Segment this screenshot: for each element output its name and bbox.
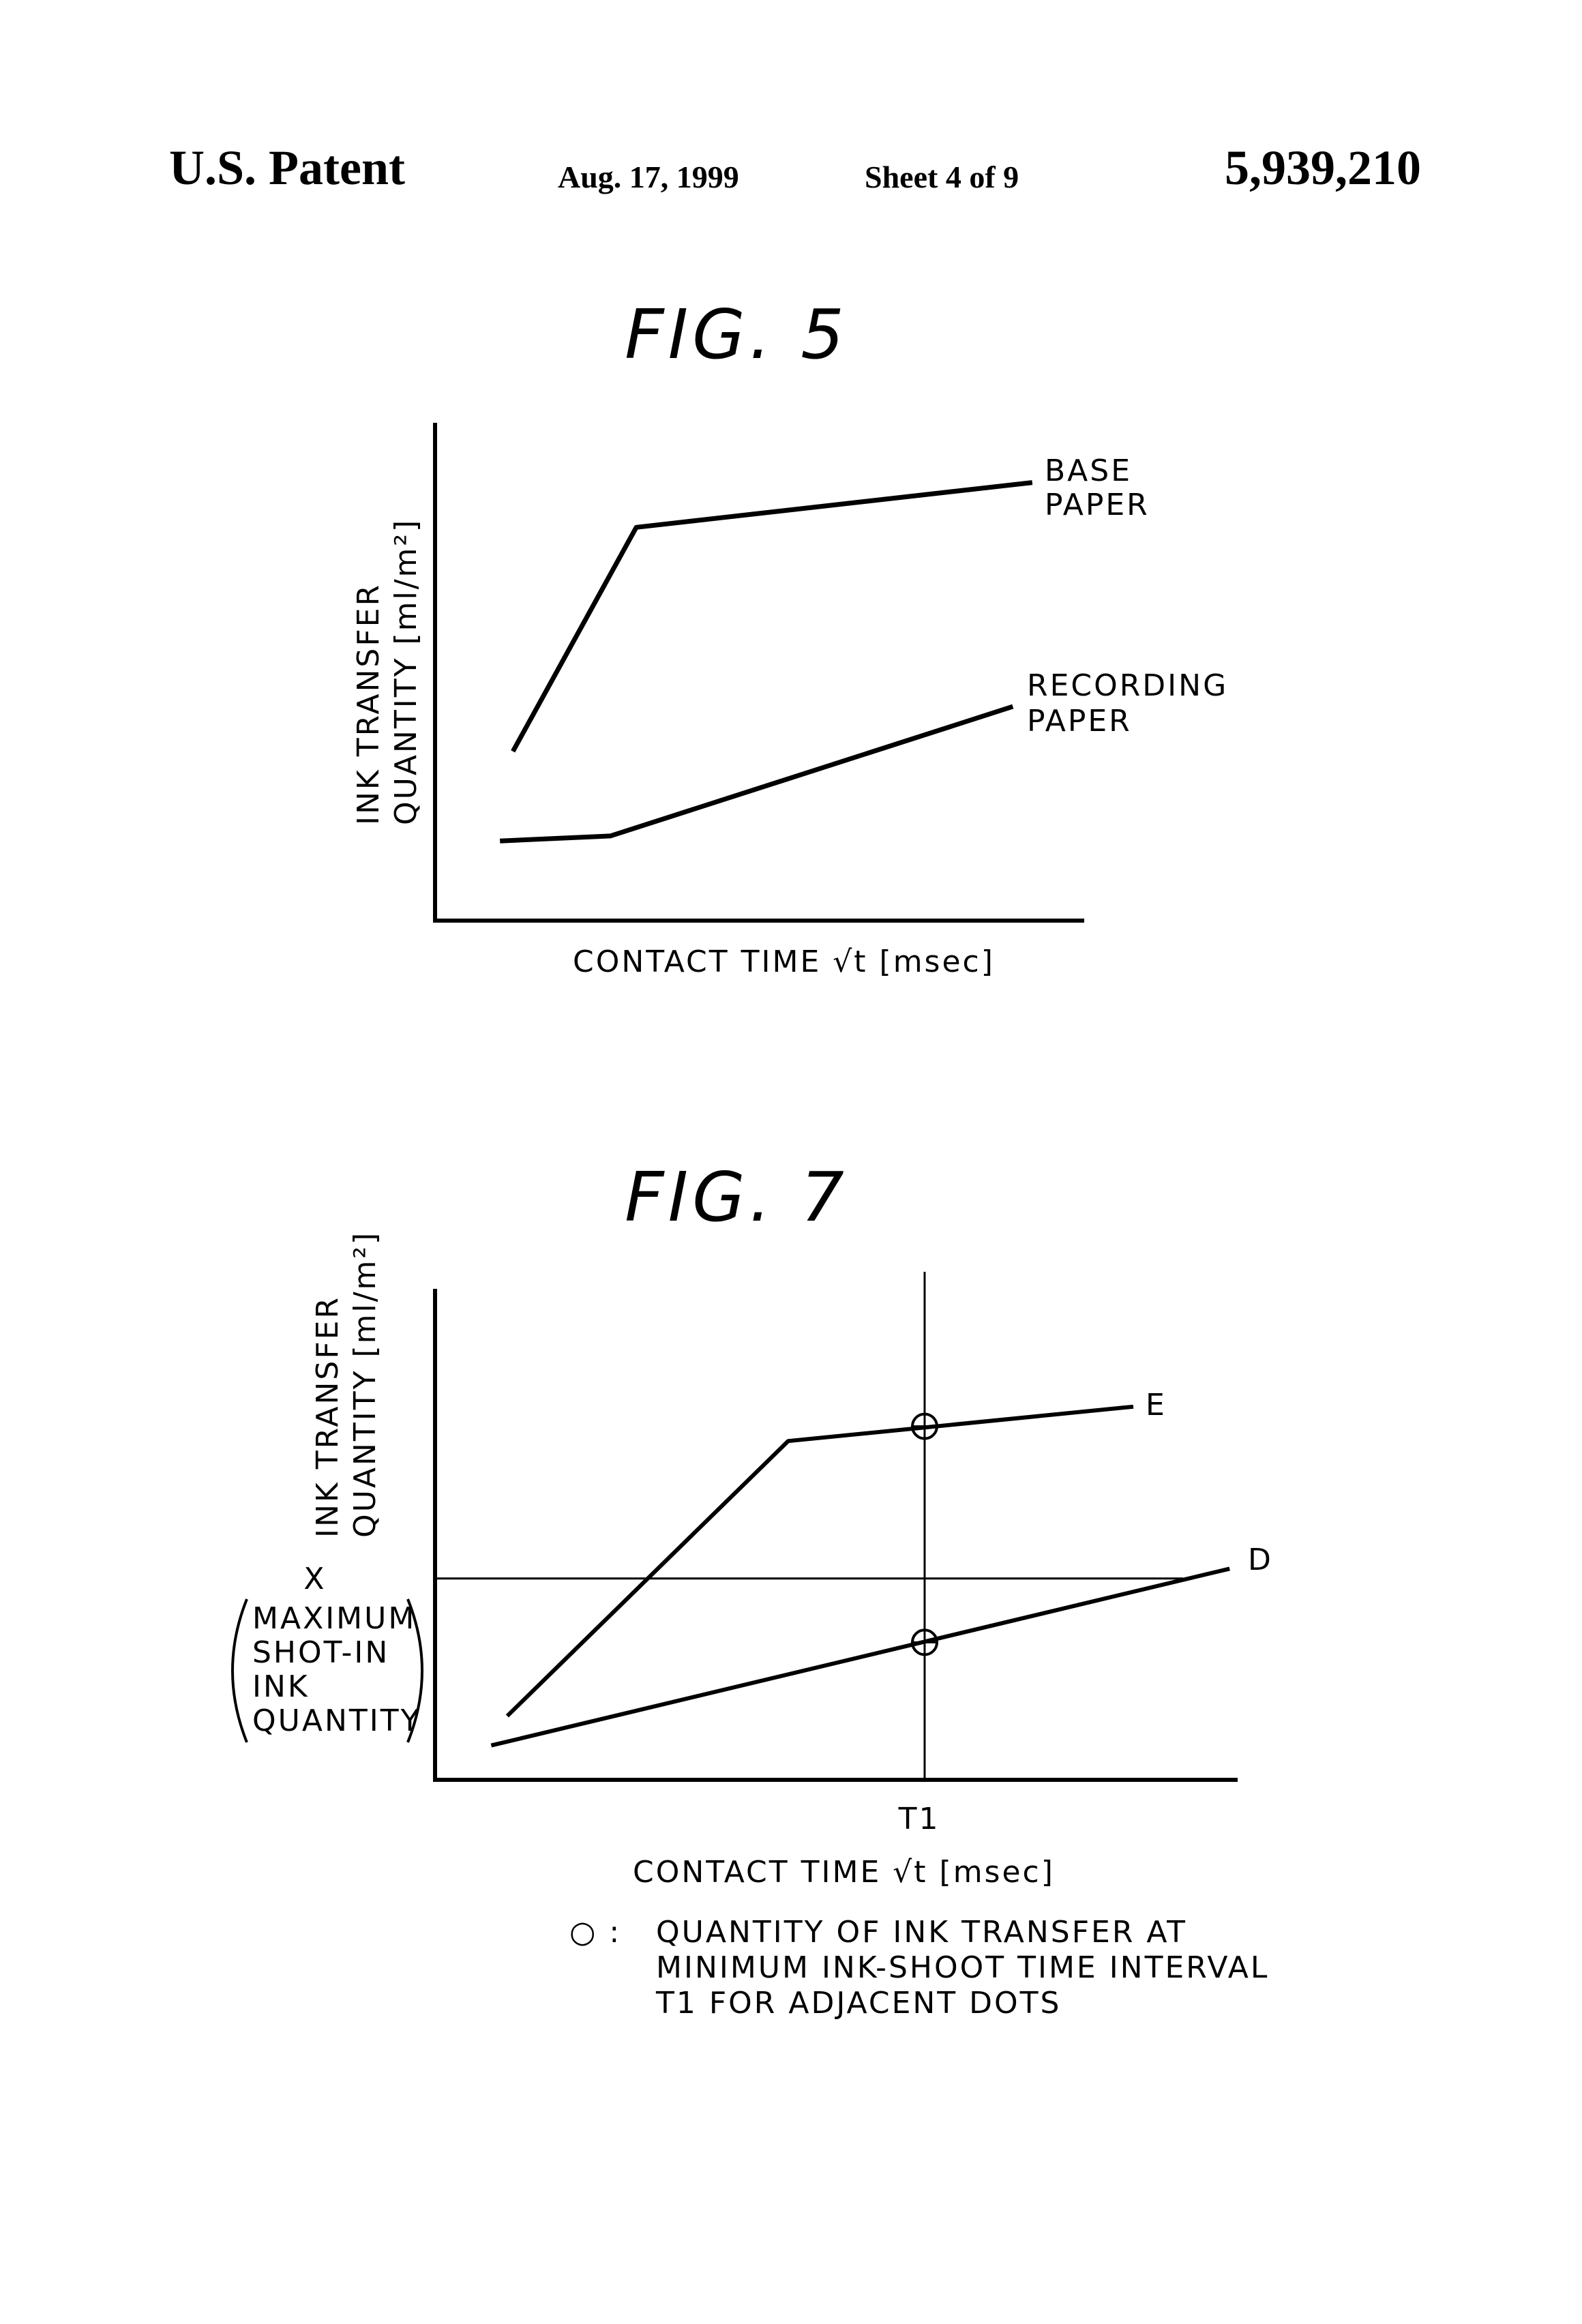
fig5-rec-label-1: RECORDING	[1027, 668, 1228, 703]
sheet-number: Sheet 4 of 9	[865, 159, 1019, 195]
fig7-legend-line-1: QUANTITY OF INK TRANSFER AT	[656, 1915, 1187, 1950]
fig5-recording-paper-line	[500, 706, 1013, 841]
fig7-x-level-label: X	[303, 1562, 326, 1596]
fig7-legend-line-3: T1 FOR ADJACENT DOTS	[655, 1986, 1062, 2021]
fig7-left-paren	[233, 1599, 247, 1742]
fig7-legend-line-2: MINIMUM INK-SHOOT TIME INTERVAL	[656, 1950, 1269, 1985]
fig7-bracket-line-1: MAXIMUM	[252, 1601, 416, 1636]
fig7-bracket-line-3: INK	[252, 1669, 310, 1704]
patent-label: U.S. Patent	[169, 140, 405, 196]
fig5-title: FIG. 5	[625, 295, 848, 374]
figure-7: FIG. 7 INK TRANSFER QUANTITY [ml/m²] X M…	[0, 1132, 1582, 2073]
fig7-xlabel: CONTACT TIME √t [msec]	[633, 1855, 1055, 1890]
fig7-curve-e	[507, 1407, 1133, 1716]
fig5-base-label-1: BASE	[1045, 453, 1132, 488]
fig7-t1-label: T1	[898, 1802, 940, 1836]
patent-date: Aug. 17, 1999	[558, 159, 739, 195]
fig7-ylabel-line1: INK TRANSFER	[310, 1296, 345, 1538]
fig5-base-paper-line	[513, 483, 1032, 751]
fig7-bracket-line-2: SHOT-IN	[252, 1635, 389, 1670]
fig7-label-d: D	[1248, 1543, 1273, 1577]
fig7-title: FIG. 7	[625, 1157, 848, 1237]
fig5-rec-label-2: PAPER	[1027, 704, 1132, 739]
fig7-legend-symbol: ○ :	[569, 1915, 621, 1950]
fig5-xlabel: CONTACT TIME √t [msec]	[573, 944, 995, 979]
patent-number: 5,939,210	[1225, 140, 1421, 196]
fig5-ylabel-line1: INK TRANSFER	[351, 583, 386, 825]
fig7-curve-d	[491, 1568, 1229, 1745]
fig5-ylabel-line2: QUANTITY [ml/m²]	[389, 518, 423, 825]
fig7-bracket-line-4: QUANTITY	[252, 1703, 421, 1738]
fig7-ylabel-line2: QUANTITY [ml/m²]	[348, 1231, 383, 1538]
fig7-label-e: E	[1146, 1388, 1167, 1422]
fig5-base-label-2: PAPER	[1045, 488, 1150, 522]
figure-5: FIG. 5 INK TRANSFER QUANTITY [ml/m²] CON…	[0, 273, 1582, 1023]
